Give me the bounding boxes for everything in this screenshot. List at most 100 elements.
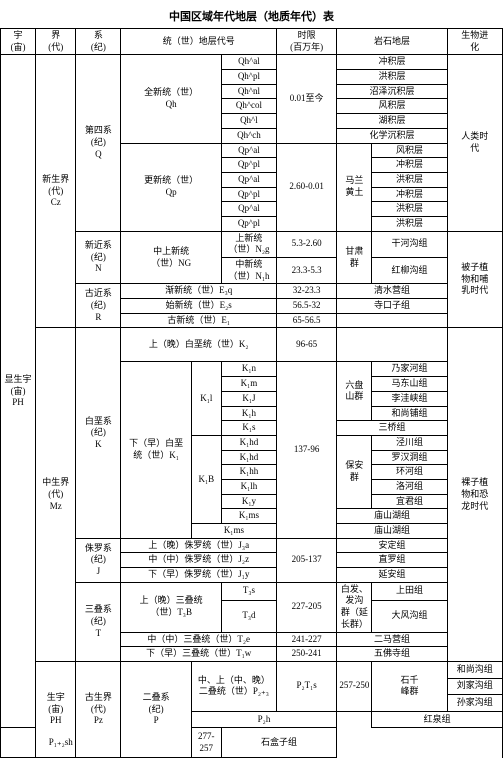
series-cell: 全新统（世）Qh (121, 55, 221, 143)
era-cell: 中生界(代)Mz (36, 328, 76, 661)
rock-cell (337, 328, 447, 362)
rock-cell: 延安组 (337, 568, 447, 583)
rock-cell: 石盒子组 (221, 728, 336, 758)
time-cell: 0.01至今 (277, 55, 337, 143)
rock-cell: 二马营组 (337, 632, 447, 647)
time-cell: 277-257 (191, 728, 221, 758)
series-cell: 上（晚）白垩统（世）K₂ (121, 328, 277, 362)
time-cell: 65-56.5 (277, 313, 337, 328)
time-cell: 23.3-5.3 (277, 258, 337, 284)
rock-cell: 大风沟组 (372, 600, 447, 632)
series-cell: 渐新统（世）E₃q (121, 284, 277, 299)
code-cell: K₁s (221, 421, 276, 436)
rock-cell: 风积层 (337, 99, 447, 114)
rock-cell: 直罗组 (337, 553, 447, 568)
rock-cell: 沼泽沉积层 (337, 84, 447, 99)
code-cell: K₁ms (221, 509, 276, 524)
sub-cell: K₁l (191, 362, 221, 435)
code-cell: Qh^pl (221, 70, 276, 85)
code-cell: T₃s (221, 582, 276, 600)
rock-cell: 庙山湖组 (337, 509, 447, 524)
eon-cell: 显生宇(宙)PH (1, 55, 36, 728)
bio-cell: 人类时代 (447, 55, 502, 231)
rock-cell: 冲积层 (337, 55, 447, 70)
code-cell: Qh^l (221, 114, 276, 129)
rock-cell: 李洼峡组 (372, 391, 447, 406)
code-cell: K₁J (221, 391, 276, 406)
code-cell: Qh^al (221, 55, 276, 70)
table-row: 侏罗系(纪)J 上（晚）侏罗统（世）J₃a 205-137 安定组 (1, 538, 503, 553)
code-cell: 上新统（世）N₂g (221, 231, 276, 257)
hdr-eon: 宇(宙) (1, 29, 36, 55)
code-cell: Qp^pl (221, 158, 276, 173)
time-cell: 257-250 (337, 661, 372, 711)
time-cell: 137-96 (277, 362, 337, 538)
hdr-system: 系(纪) (76, 29, 121, 55)
series-cell: 中（中）三叠统（世）T₂e (121, 632, 277, 647)
rock-cell: 湖积层 (337, 114, 447, 129)
series-cell: 下（早）白垩统（世）K₁ (121, 362, 191, 538)
rock-cell: 干河沟组 (372, 231, 447, 257)
time-cell: 227-205 (277, 582, 337, 632)
rock-cell: 红泉组 (372, 711, 503, 728)
hdr-era: 界(代) (36, 29, 76, 55)
rock-cell: 宜君组 (372, 494, 447, 509)
rock-cell: 三桥组 (337, 421, 447, 436)
code-cell: P₂T₁s (277, 661, 337, 711)
header-row: 宇(宙) 界(代) 系(纪) 统（世）地层代号 时限(百万年) 岩石地层 生物进… (1, 29, 503, 55)
code-cell: Qp^al (221, 172, 276, 187)
series-cell: 中、上（中、晚）二叠统（世）P₂₊₃ (191, 661, 276, 711)
time-cell: 241-227 (277, 632, 337, 647)
code-cell: Qp^al (221, 202, 276, 217)
code-cell: P₂h (191, 711, 337, 728)
system-cell: 侏罗系(纪)J (76, 538, 121, 582)
code-cell: K₁n (221, 362, 276, 377)
sub-cell: K₁B (191, 435, 221, 523)
system-cell: 三叠系(纪)T (76, 582, 121, 661)
rock-cell: 上田组 (372, 582, 447, 600)
code-cell: K₁hd (221, 435, 276, 450)
rock-cell: 冲积层 (372, 187, 447, 202)
code-cell: K₁hh (221, 465, 276, 480)
hdr-rock: 岩石地层 (337, 29, 447, 55)
time-cell: 32-23.3 (277, 284, 337, 299)
series-cell: 中上新统（世）NG (121, 231, 221, 284)
time-cell: 250-241 (277, 647, 337, 662)
hdr-time: 时限(百万年) (277, 29, 337, 55)
rock-cell: 化学沉积层 (337, 128, 447, 143)
rock-group: 甘肃群 (337, 231, 372, 284)
era-cell: 新生界(代)Cz (36, 55, 76, 328)
code-cell: K₁ms (191, 524, 276, 539)
system-cell: 第四系(纪)Q (76, 55, 121, 231)
rock-group: 六盘山群 (337, 362, 372, 421)
series-cell: 始新统（世）E₂s (121, 299, 277, 314)
code-cell: Qp^pl (221, 187, 276, 202)
bio-cell: 被子植物和哺乳时代 (447, 231, 502, 328)
rock-cell: 洪积层 (372, 202, 447, 217)
rock-group: 保安群 (337, 435, 372, 508)
page-title: 中国区域年代地层（地质年代）表 (0, 8, 503, 24)
time-cell (337, 711, 372, 728)
rock-group: 白发、发沟群（延长群） (337, 582, 372, 632)
series-cell: 古新统（世）E₁ (121, 313, 277, 328)
rock-cell: 寺口子组 (337, 299, 447, 314)
rock-cell (337, 313, 447, 328)
time-cell: 2.60-0.01 (277, 143, 337, 231)
time-cell: 56.5-32 (277, 299, 337, 314)
rock-cell: 乃家河组 (372, 362, 447, 377)
code-cell: 中新统（世）N₁h (221, 258, 276, 284)
system-cell: 二叠系(纪)P (121, 661, 191, 758)
rock-cell: 冲积层 (372, 158, 447, 173)
rock-cell: 马东山组 (372, 377, 447, 392)
table-row: 显生宇(宙)PH 新生界(代)Cz 第四系(纪)Q 全新统（世）Qh Qh^al… (1, 55, 503, 70)
time-cell: 96-65 (277, 328, 337, 362)
code-cell: K₁y (221, 494, 276, 509)
rock-cell: 风积层 (372, 143, 447, 158)
system-cell: 古近系(纪)R (76, 284, 121, 328)
code-cell: P₁₊₂sh (1, 728, 121, 758)
rock-cell: 安定组 (337, 538, 447, 553)
code-cell: Qh^col (221, 99, 276, 114)
rock-cell: 泾川组 (372, 435, 447, 450)
series-cell: 更新统（世）Qp (121, 143, 221, 231)
code-cell: K₁lh (221, 479, 276, 494)
